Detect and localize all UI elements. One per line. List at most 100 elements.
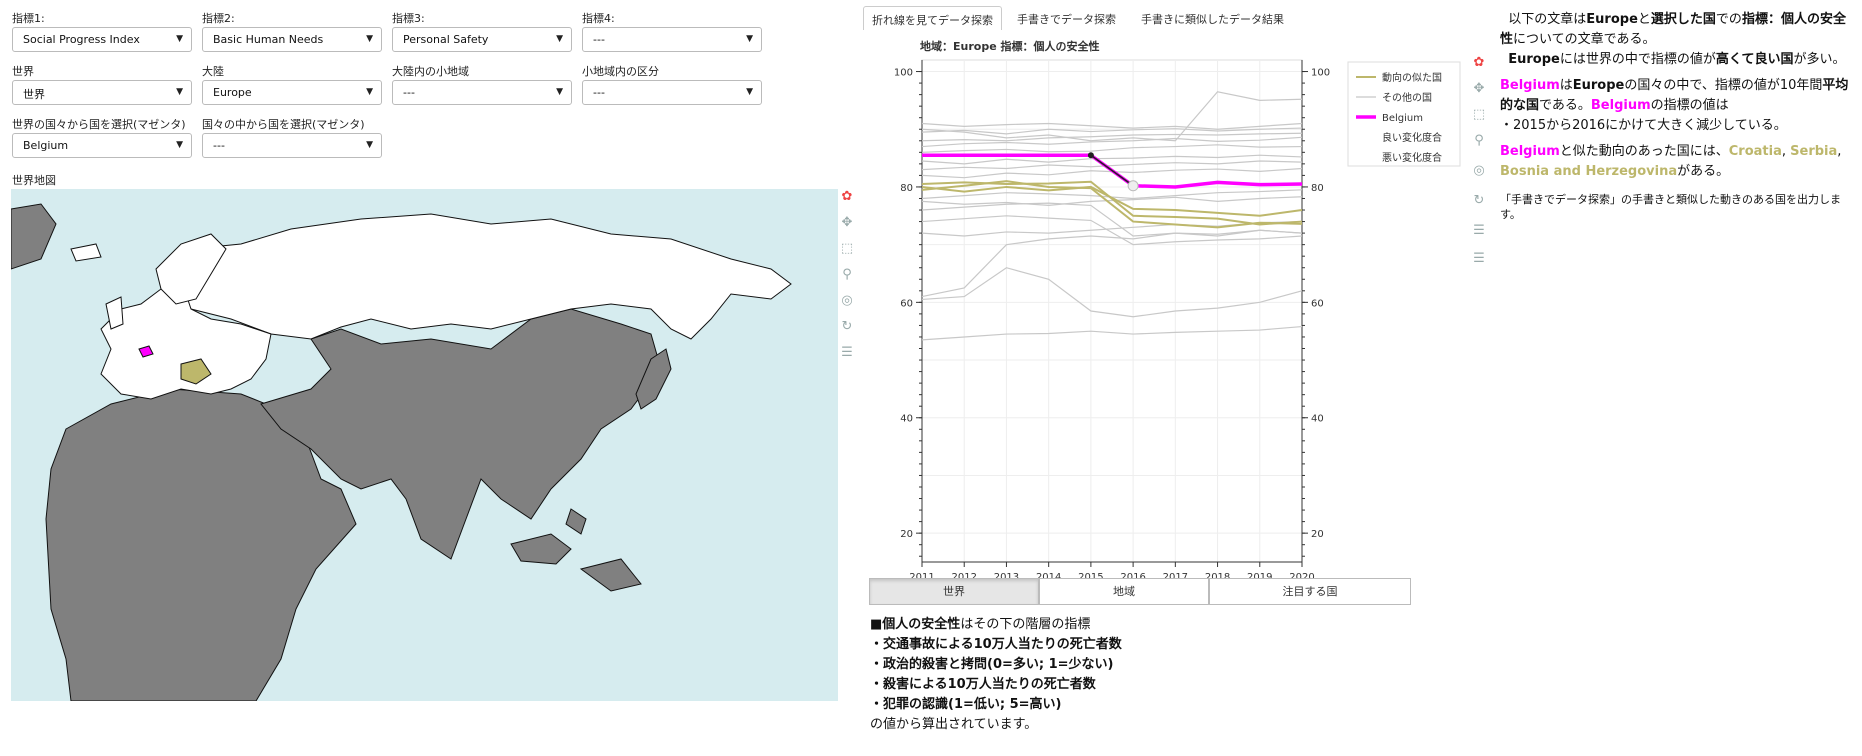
summary-p3-item: ・2015から2016にかけて大きく減少している。 <box>1500 118 1787 133</box>
reset-icon[interactable]: ↻ <box>1473 193 1485 208</box>
y-tick-label-left: 20 <box>900 529 913 540</box>
summary-p1: 以下の文章はEuropeと選択した国での指標：個人の安全性についての文章である。 <box>1500 10 1858 50</box>
chevron-down-icon: ▼ <box>176 140 183 150</box>
wheel-zoom-icon[interactable]: ⚲ <box>842 267 852 282</box>
pan-icon[interactable]: ✥ <box>1473 81 1485 96</box>
x-tick-label: 2014 <box>1036 572 1061 582</box>
africa-landmass <box>45 388 357 701</box>
box-zoom-icon[interactable]: ⬚ <box>840 241 854 256</box>
p3-c: 平均的な国 <box>1500 78 1849 113</box>
country-region-select[interactable]: --- ▼ <box>202 133 382 158</box>
other-country-line <box>921 229 1303 298</box>
p1-ind: 指標：個人の安全性 <box>1500 12 1846 47</box>
pan-icon[interactable]: ✥ <box>841 215 853 230</box>
bokeh-logo-icon: ✿ <box>1473 55 1485 70</box>
other-country-line <box>921 132 1303 142</box>
p4-c1: Croatia <box>1728 144 1782 159</box>
belgium <box>138 345 154 358</box>
tap-icon[interactable]: ◎ <box>841 293 853 308</box>
x-tick-label: 2011 <box>909 572 934 582</box>
indicator-description: ■個人の安全性はその下の階層の指標 ・交通事故による10万人当たりの死亡者数 ・… <box>870 615 1122 735</box>
legend-bad-label: 悪い変化度合 <box>1382 151 1442 164</box>
other-country-line <box>921 160 1303 171</box>
other-country-line <box>921 154 1303 165</box>
y-tick-label-right: 100 <box>1311 68 1330 79</box>
other-country-line <box>921 144 1303 153</box>
hover-icon[interactable]: ☰ <box>1473 223 1485 238</box>
legend-other-label: その他の国 <box>1382 91 1432 104</box>
tap-icon[interactable]: ◎ <box>1473 163 1485 178</box>
subregion-select[interactable]: --- ▼ <box>392 80 572 105</box>
hover-icon[interactable]: ☰ <box>841 345 853 360</box>
chevron-down-icon: ▼ <box>176 34 183 44</box>
other-country-line <box>921 127 1303 135</box>
y-tick-label-right: 60 <box>1311 298 1324 309</box>
desc-title-suffix: はその下の階層の指標 <box>960 617 1091 632</box>
japan <box>635 348 672 410</box>
other-country-line <box>921 267 1303 318</box>
p4-c3: Bosnia and Herzegovina <box>1500 164 1678 179</box>
greenland <box>11 203 57 270</box>
indicator2-select[interactable]: Basic Human Needs ▼ <box>202 27 382 52</box>
x-tick-label: 2015 <box>1078 572 1103 582</box>
indicator1-label: 指標1: <box>12 12 45 25</box>
chart-title: 地域：Europe 指標：個人の安全性 <box>920 40 1100 53</box>
chevron-down-icon: ▼ <box>556 34 563 44</box>
region-button[interactable]: 地域 <box>1039 578 1209 605</box>
box-zoom-icon[interactable]: ⬚ <box>1472 107 1486 122</box>
comment-icon[interactable]: ☰ <box>1473 251 1485 266</box>
summary-p3: BelgiumはEuropeの国々の中で、指標の値が10年間平均的な国である。B… <box>1500 76 1858 116</box>
tab-line-explore[interactable]: 折れ線を見てデータ探索 <box>863 6 1002 30</box>
legend-similar-label: 動向の似た国 <box>1382 71 1442 84</box>
other-country-line <box>921 122 1303 130</box>
focus-country-button[interactable]: 注目する国 <box>1209 578 1411 605</box>
summary-p2: Europeには世界の中で指標の値が高くて良い国が多い。 <box>1500 50 1858 70</box>
country-world-select[interactable]: Belgium ▼ <box>12 133 192 158</box>
p1-b: と <box>1637 12 1651 27</box>
country-region-label: 国々の中から国を選択(マゼンタ) <box>202 118 365 131</box>
subregion-value: --- <box>403 86 415 99</box>
world-select[interactable]: 世界 ▼ <box>12 80 192 105</box>
p2-a: には世界の中で指標の値が <box>1559 52 1716 67</box>
x-tick-label: 2016 <box>1120 572 1145 582</box>
chevron-down-icon: ▼ <box>366 140 373 150</box>
tab-handwrite-explore[interactable]: 手書きでデータ探索 <box>1017 13 1116 26</box>
x-tick-label: 2012 <box>951 572 976 582</box>
reset-icon[interactable]: ↻ <box>841 319 853 334</box>
indicator3-value: Personal Safety <box>403 33 489 46</box>
similar-country-line <box>921 180 1303 229</box>
division-select[interactable]: --- ▼ <box>582 80 762 105</box>
chevron-down-icon: ▼ <box>176 87 183 97</box>
y-tick-label-left: 80 <box>900 183 913 194</box>
p1-a: 以下の文章は <box>1508 12 1587 27</box>
y-tick-label-right: 20 <box>1311 529 1324 540</box>
chevron-down-icon: ▼ <box>746 87 753 97</box>
other-country-line <box>921 91 1303 142</box>
wheel-zoom-icon[interactable]: ⚲ <box>1474 133 1484 148</box>
continent-select[interactable]: Europe ▼ <box>202 80 382 105</box>
p2-region: Europe <box>1508 52 1560 67</box>
summary-p4: Belgiumと似た動向のあった国には、Croatia, Serbia, Bos… <box>1500 144 1842 179</box>
world-map[interactable] <box>11 189 838 701</box>
indicator3-select[interactable]: Personal Safety ▼ <box>392 27 572 52</box>
summary-note: 「手書きでデータ探索」の手書きと類似した動きのある国を出力します。 <box>1500 193 1841 221</box>
tab-similar-result[interactable]: 手書きに類似したデータ結果 <box>1141 13 1284 26</box>
indicator4-select[interactable]: --- ▼ <box>582 27 762 52</box>
indicator4-label: 指標4: <box>582 12 615 25</box>
legend-good-label: 良い変化度合 <box>1382 131 1442 144</box>
subregion-label: 大陸内の小地域 <box>392 65 469 78</box>
balkans-similar <box>180 358 212 385</box>
p4-b: がある。 <box>1677 164 1730 179</box>
p1-sel: 選択した国 <box>1650 12 1716 27</box>
similar-country-line <box>921 185 1303 217</box>
p4-a: と似た動向のあった国には、 <box>1559 144 1729 159</box>
chevron-down-icon: ▼ <box>556 87 563 97</box>
indicator1-select[interactable]: Social Progress Index ▼ <box>12 27 192 52</box>
world-button[interactable]: 世界 <box>869 578 1039 605</box>
other-country-line <box>921 325 1303 341</box>
indicator2-label: 指標2: <box>202 12 235 25</box>
desc-title: 個人の安全性 <box>882 617 961 632</box>
p1-d: についての文章である。 <box>1513 32 1656 47</box>
p3-country: Belgium <box>1500 78 1560 93</box>
